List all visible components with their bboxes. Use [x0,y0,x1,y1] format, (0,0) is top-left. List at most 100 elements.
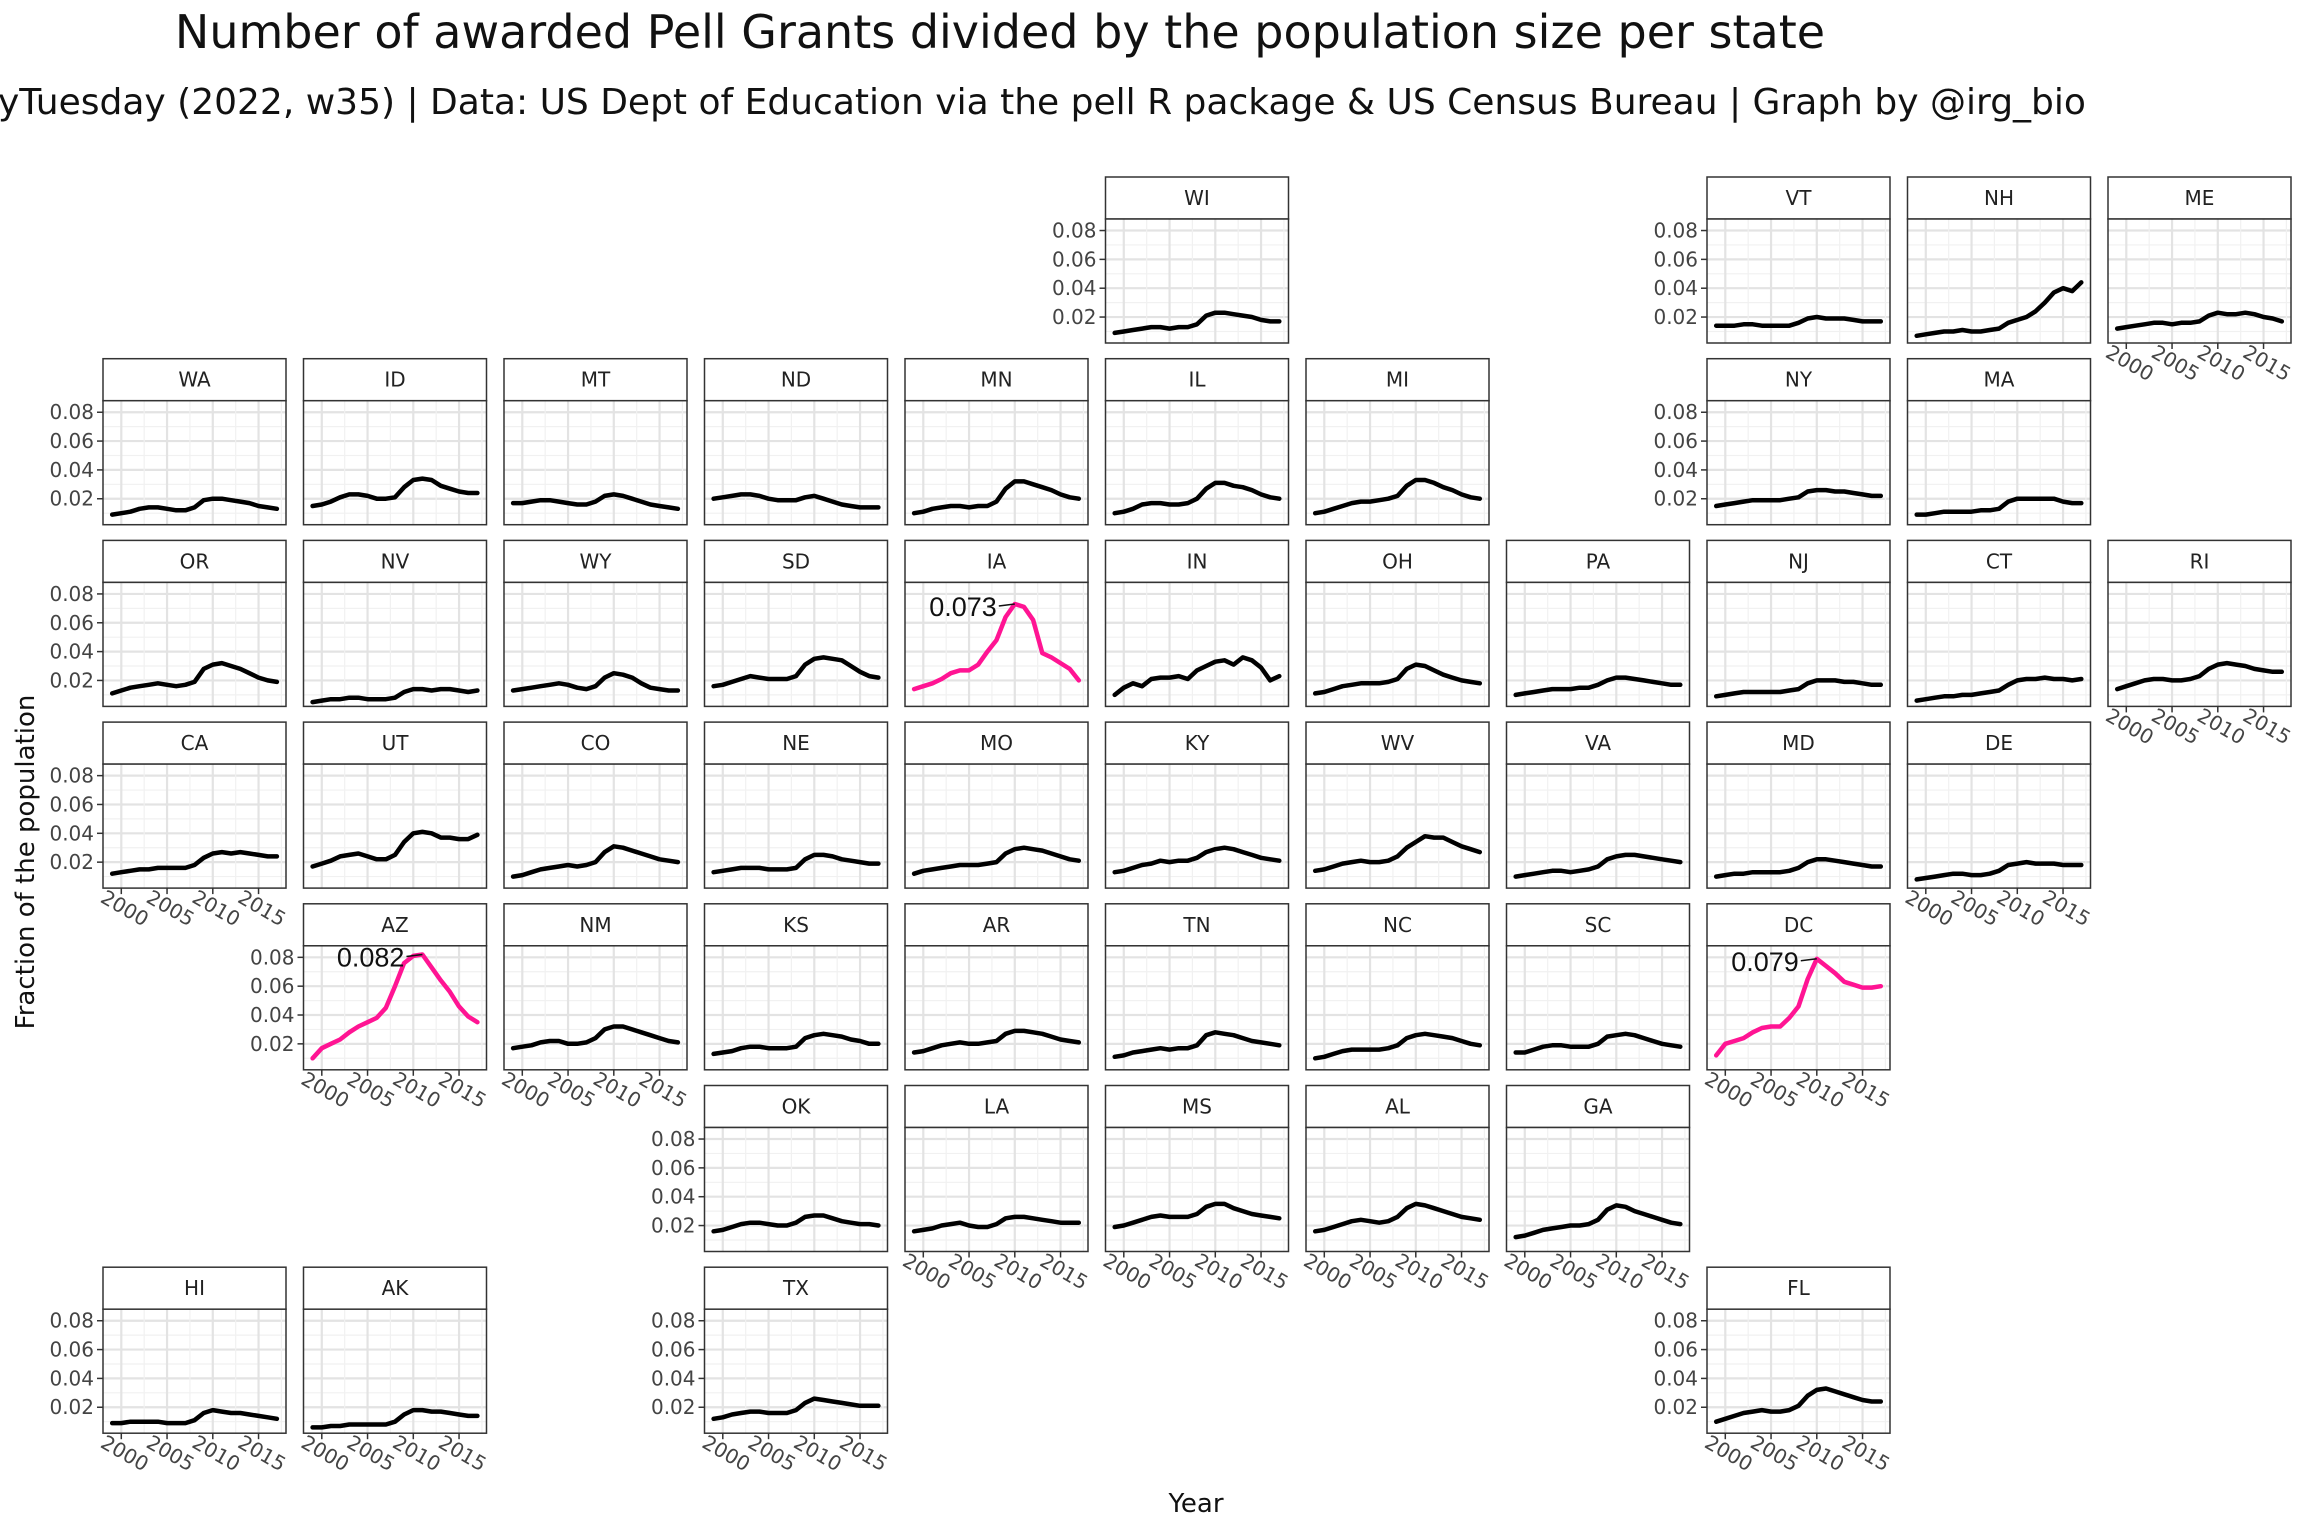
facet-panel-bg [1907,219,2091,343]
facet-strip [2107,176,2292,220]
facet-panel-border [1305,399,1490,526]
facet-panel-border [904,581,1089,708]
series-line-sd [711,655,881,689]
facet-strip [503,539,688,584]
facet-strip-label: MS [1182,1095,1212,1119]
facet-strip [1505,721,1691,765]
facet-gridlines [1707,400,1890,525]
facet-panel-bg [103,764,286,889]
facet-sc: SC [1505,903,1691,1071]
facet-gridlines [1105,400,1289,525]
x-tick-label: 2015 [435,1430,491,1476]
facet-gridlines [1707,764,1890,889]
facet-panel-border [1706,581,1891,708]
series-line-ky [1112,845,1282,875]
x-axis-title: Year [1167,1489,1223,1519]
facet-strip-label: TX [782,1276,809,1300]
facet-strip-label: SC [1585,913,1612,937]
facet-gridlines [303,400,487,525]
facet-panel-border [1104,1126,1290,1253]
facet-panel-border [302,581,488,708]
facet-ok: OK 0.02 0.04 0.06 0.08 [651,1084,889,1253]
x-tick-label: 2000 [1901,885,1957,931]
facet-gridlines [504,945,687,1070]
facet-panel-border [102,763,287,889]
x-tick-label: 2000 [97,1430,153,1476]
x-tick-label: 2005 [2148,703,2204,749]
facet-strip [302,903,488,947]
facet-strip [1706,176,1891,220]
facet-strip [102,721,287,765]
facet-gridlines [905,764,1088,889]
facet-strip-label: ID [384,368,405,392]
facet-panel-border [1505,945,1691,1071]
facet-strip-label: MI [1386,368,1409,392]
facet-gridlines [504,582,687,707]
max-value-label: 0.073 [929,592,997,622]
facet-gridlines [1105,582,1289,707]
facet-strip-label: OK [782,1095,812,1119]
x-tick-label: 2000 [1300,1248,1356,1294]
facet-panel-border [904,763,1089,889]
facet-strip-label: NE [782,731,810,755]
x-tick-label: 2000 [297,1430,353,1476]
series-line-id [310,476,480,509]
facet-strip [1104,1084,1290,1129]
facet-panel-bg [303,400,487,525]
facet-gridlines [1707,582,1890,707]
facet-panel-border [1104,218,1290,344]
x-tick-label: 2015 [2239,340,2295,386]
facet-panel-border [1104,399,1290,526]
y-tick-label: 0.08 [49,1309,94,1333]
x-tick-label: 2005 [1747,1067,1803,1113]
x-tick-label: 2000 [97,885,153,931]
facet-oh: OH [1305,539,1490,708]
series-line-il [1112,480,1282,516]
facet-gridlines [1506,1127,1690,1252]
y-tick-label: 0.02 [1653,487,1698,511]
facet-panel-border [1706,1308,1891,1434]
facet-mn: MN [904,357,1089,526]
x-tick-label: 2015 [836,1430,892,1476]
facet-sd: SD [703,539,889,708]
facet-gridlines [103,400,286,525]
facet-strip-label: MA [1984,368,2015,392]
y-tick-label: 0.08 [49,764,94,788]
x-tick-label: 2010 [1792,1067,1848,1113]
facet-vt: VT 0.02 0.04 0.06 0.08 [1653,176,1891,344]
facet-gridlines [1707,945,1890,1070]
chart-subtitle: #TidyTuesday (2022, w35) | Data: US Dept… [0,82,2086,123]
x-tick-label: 2010 [790,1430,846,1476]
facet-panel-bg [1306,945,1489,1070]
facet-strip-label: GA [1583,1095,1612,1119]
x-tick-label: 2000 [297,1067,353,1113]
facet-panel-border [1305,581,1490,708]
series-line-nh [1914,280,2084,339]
facet-panel-border [1305,1126,1490,1253]
facet-strip-label: MT [581,368,611,392]
x-tick-label: 2005 [343,1067,399,1113]
facet-strip-label: WA [178,368,211,392]
y-tick-label: 0.04 [1052,276,1097,300]
facet-panel-bg [1105,945,1289,1070]
series-line-ks [711,1031,881,1057]
facet-panel-bg [704,582,888,707]
facet-panel-border [503,399,688,526]
facet-ny: NY 0.02 0.04 0.06 0.08 [1653,357,1891,526]
facet-strip-label: AZ [381,913,408,937]
facet-tn: TN [1104,903,1290,1071]
series-line-nc [1312,1031,1483,1061]
facet-panel-border [2107,581,2292,708]
series-line-dc [1713,956,1884,1058]
series-line-ms [1112,1201,1282,1230]
series-line-ny [1713,487,1884,509]
y-tick-label: 0.06 [1653,429,1698,453]
callout-leader [1800,958,1817,962]
facet-strip-label: FL [1787,1276,1811,1300]
facet-panel-border [703,1126,889,1253]
facet-panel-border [2107,218,2292,344]
